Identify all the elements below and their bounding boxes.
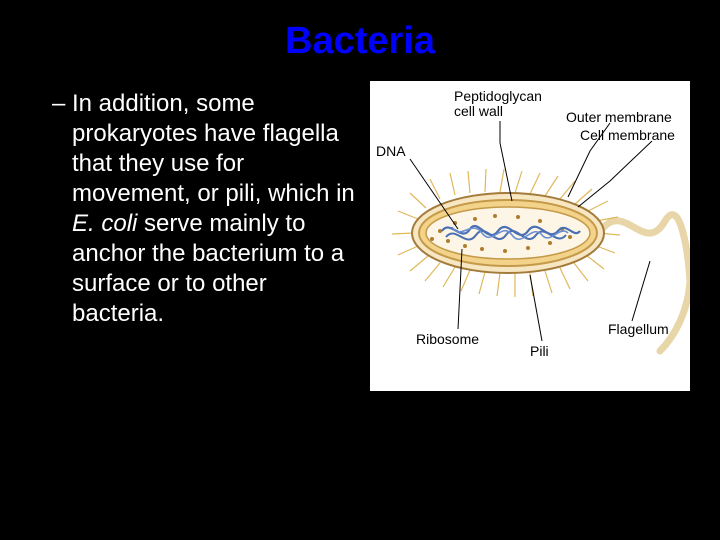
bullet-pre: In addition, some prokaryotes have flage… (72, 90, 355, 207)
bullet-item: – In addition, some prokaryotes have fla… (50, 89, 360, 329)
label-pili: Pili (530, 343, 549, 359)
slide-title: Bacteria (0, 0, 720, 77)
label-peptidoglycan: Peptidoglycan cell wall (454, 89, 542, 120)
content-row: – In addition, some prokaryotes have fla… (0, 77, 720, 391)
bullet-italic: E. coli (72, 210, 137, 237)
bullet-column: – In addition, some prokaryotes have fla… (50, 77, 370, 391)
label-ribosome: Ribosome (416, 331, 479, 347)
label-flagellum: Flagellum (608, 321, 669, 337)
label-outer-membrane: Outer membrane (566, 109, 672, 125)
bacteria-diagram: DNA Peptidoglycan cell wall Outer membra… (370, 81, 690, 391)
bullet-dash: – (50, 89, 72, 119)
bullet-text: In addition, some prokaryotes have flage… (72, 89, 360, 329)
label-cell-membrane: Cell membrane (580, 127, 675, 143)
label-dna: DNA (376, 143, 406, 159)
